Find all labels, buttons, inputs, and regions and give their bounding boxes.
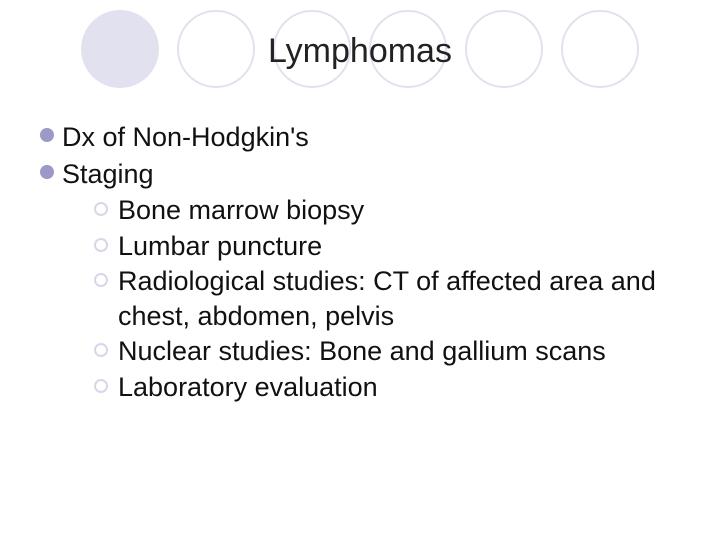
list-item: Staging (40, 157, 690, 192)
list-item: Nuclear studies: Bone and gallium scans (94, 334, 690, 369)
list-item: Dx of Non-Hodgkin's (40, 120, 690, 155)
sub-bullet-icon (94, 379, 108, 393)
list-item: Lumbar puncture (94, 229, 690, 264)
bullet-label: Dx of Non-Hodgkin's (62, 120, 309, 155)
bullet-icon (40, 128, 54, 142)
list-item: Laboratory evaluation (94, 370, 690, 405)
sub-list: Bone marrow biopsy Lumbar puncture Radio… (94, 193, 690, 404)
sub-label: Lumbar puncture (118, 229, 322, 264)
sub-bullet-icon (94, 202, 108, 216)
slide-title: Lymphomas (0, 32, 720, 71)
sub-bullet-icon (94, 343, 108, 357)
list-item: Bone marrow biopsy (94, 193, 690, 228)
bullet-label: Staging (62, 157, 154, 192)
sub-label: Laboratory evaluation (118, 370, 378, 405)
sub-label: Bone marrow biopsy (118, 193, 364, 228)
slide-content: Dx of Non-Hodgkin's Staging Bone marrow … (40, 120, 690, 405)
sub-label: Nuclear studies: Bone and gallium scans (118, 334, 606, 369)
bullet-icon (40, 165, 54, 179)
list-item: Radiological studies: CT of affected are… (94, 264, 690, 333)
sub-label: Radiological studies: CT of affected are… (118, 264, 678, 333)
sub-bullet-icon (94, 238, 108, 252)
sub-bullet-icon (94, 273, 108, 287)
